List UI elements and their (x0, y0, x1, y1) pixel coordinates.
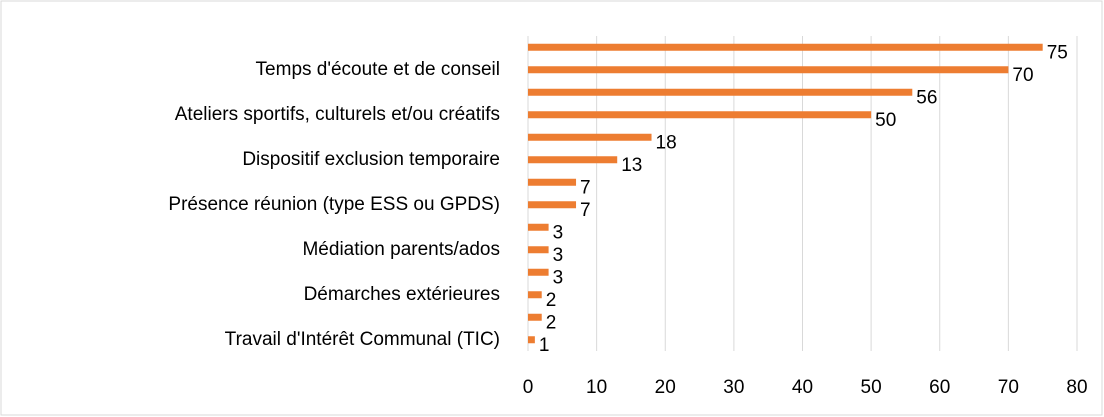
x-tick-label: 50 (861, 377, 882, 398)
y-tick-label: Dispositif exclusion temporaire (242, 149, 500, 170)
x-tick-label: 70 (998, 377, 1019, 398)
y-tick-label: Temps d'écoute et de conseil (256, 59, 500, 80)
y-tick-label: Ateliers sportifs, culturels et/ou créat… (175, 104, 500, 125)
data-label: 2 (546, 312, 557, 333)
data-label: 2 (546, 290, 557, 311)
bar (528, 156, 618, 164)
data-label: 3 (553, 245, 564, 266)
x-tick-label: 60 (929, 377, 950, 398)
bar (528, 246, 549, 254)
bar (528, 66, 1009, 74)
bar (528, 88, 913, 96)
y-tick-label: Présence réunion (type ESS ou GPDS) (168, 194, 500, 215)
x-tick-label: 20 (655, 377, 676, 398)
data-label: 1 (539, 335, 550, 356)
y-tick-label: Travail d'Intérêt Communal (TIC) (225, 329, 500, 350)
x-tick-label: 30 (723, 377, 744, 398)
data-label: 56 (916, 87, 937, 108)
x-tick-label: 10 (586, 377, 607, 398)
bar (528, 291, 542, 299)
bar (528, 111, 872, 119)
bar (528, 313, 542, 321)
bar (528, 336, 535, 344)
bar (528, 268, 549, 276)
bar (528, 223, 549, 231)
y-tick-label: Médiation parents/ados (302, 239, 500, 260)
data-label: 7 (580, 200, 591, 221)
x-tick-label: 40 (792, 377, 813, 398)
data-label: 7 (580, 177, 591, 198)
bar (528, 201, 577, 209)
bar (528, 178, 577, 186)
data-label: 75 (1047, 42, 1068, 63)
data-label: 50 (875, 110, 896, 131)
data-label: 3 (553, 267, 564, 288)
data-label: 18 (656, 132, 677, 153)
data-label: 3 (553, 222, 564, 243)
x-tick-label: 80 (1066, 377, 1087, 398)
y-tick-label: Démarches extérieures (304, 284, 500, 305)
bar (528, 43, 1043, 51)
data-label: 13 (621, 155, 642, 176)
bar (528, 133, 652, 141)
data-label: 70 (1012, 65, 1033, 86)
x-tick-label: 0 (523, 377, 534, 398)
